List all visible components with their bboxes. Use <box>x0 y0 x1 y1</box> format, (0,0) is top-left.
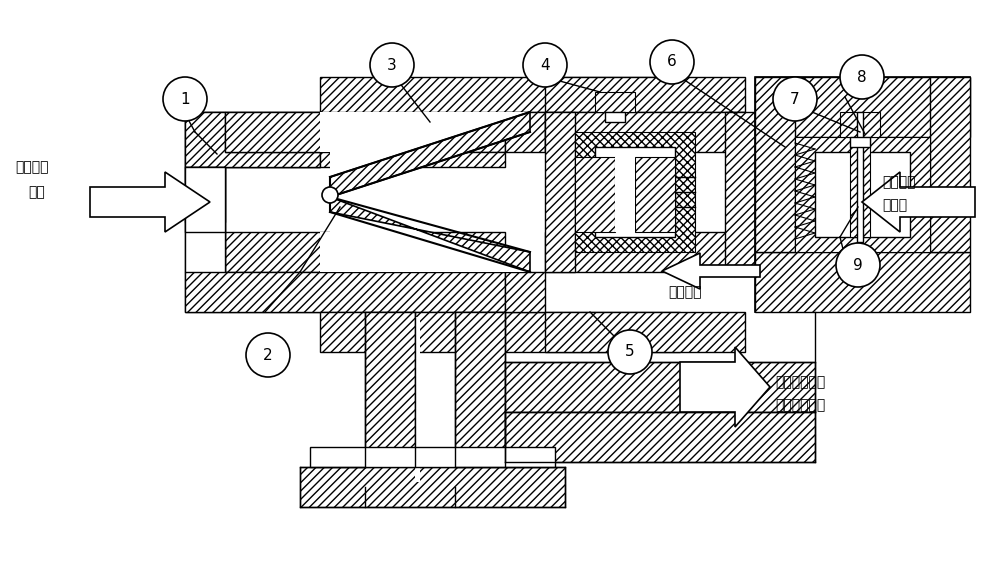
Text: 7: 7 <box>790 91 800 107</box>
Circle shape <box>840 55 884 99</box>
Polygon shape <box>545 112 575 272</box>
Text: 吹除气源: 吹除气源 <box>15 160 48 174</box>
Polygon shape <box>850 122 870 237</box>
Polygon shape <box>795 137 930 252</box>
Circle shape <box>650 40 694 84</box>
Circle shape <box>322 187 338 203</box>
Polygon shape <box>615 157 635 232</box>
Polygon shape <box>545 77 745 112</box>
Polygon shape <box>505 412 815 462</box>
Polygon shape <box>505 272 545 312</box>
Polygon shape <box>320 152 505 167</box>
Polygon shape <box>330 197 530 272</box>
Polygon shape <box>862 172 975 232</box>
Text: 舏压力: 舏压力 <box>882 198 907 212</box>
Text: 5: 5 <box>625 345 635 359</box>
Polygon shape <box>320 212 530 272</box>
Polygon shape <box>755 77 970 312</box>
Polygon shape <box>755 77 970 137</box>
Text: 至主压载水舏: 至主压载水舏 <box>775 398 825 412</box>
Polygon shape <box>505 362 815 412</box>
Text: 操纵气源: 操纵气源 <box>668 285 702 299</box>
Polygon shape <box>755 252 970 312</box>
Polygon shape <box>857 112 863 242</box>
Polygon shape <box>595 147 675 237</box>
Text: 1: 1 <box>180 91 190 107</box>
Polygon shape <box>575 157 615 232</box>
Polygon shape <box>662 253 760 289</box>
Polygon shape <box>575 132 695 252</box>
Polygon shape <box>455 312 505 487</box>
Polygon shape <box>755 77 795 252</box>
Polygon shape <box>725 112 755 272</box>
Circle shape <box>370 43 414 87</box>
Polygon shape <box>680 347 770 427</box>
Polygon shape <box>840 112 880 137</box>
Polygon shape <box>850 137 870 147</box>
Polygon shape <box>365 312 415 487</box>
Polygon shape <box>225 112 320 167</box>
Polygon shape <box>320 312 680 352</box>
Polygon shape <box>185 167 225 232</box>
Polygon shape <box>185 112 320 167</box>
Text: 入口: 入口 <box>28 185 45 199</box>
Polygon shape <box>545 312 745 352</box>
Polygon shape <box>225 232 505 272</box>
Polygon shape <box>595 92 635 112</box>
Text: 主压载水: 主压载水 <box>882 175 916 189</box>
Circle shape <box>836 243 880 287</box>
Polygon shape <box>185 232 505 312</box>
Polygon shape <box>320 112 505 152</box>
Polygon shape <box>320 167 505 272</box>
Polygon shape <box>635 157 675 232</box>
Text: 3: 3 <box>387 57 397 73</box>
Circle shape <box>608 330 652 374</box>
Polygon shape <box>185 167 225 232</box>
Circle shape <box>246 333 290 377</box>
Polygon shape <box>545 232 745 272</box>
Text: 8: 8 <box>857 70 867 84</box>
Polygon shape <box>90 172 210 232</box>
Text: 2: 2 <box>263 348 273 362</box>
Circle shape <box>523 43 567 87</box>
Circle shape <box>163 77 207 121</box>
Polygon shape <box>505 362 815 412</box>
Polygon shape <box>815 152 910 237</box>
Polygon shape <box>185 272 505 312</box>
Polygon shape <box>310 447 555 467</box>
Polygon shape <box>185 167 225 272</box>
Polygon shape <box>545 112 745 152</box>
Polygon shape <box>320 77 680 112</box>
Polygon shape <box>375 317 455 482</box>
Polygon shape <box>320 112 530 177</box>
Polygon shape <box>300 467 565 507</box>
Polygon shape <box>505 112 545 152</box>
Polygon shape <box>185 112 225 222</box>
Polygon shape <box>515 372 805 402</box>
Polygon shape <box>225 112 505 152</box>
Polygon shape <box>930 77 970 252</box>
Text: 4: 4 <box>540 57 550 73</box>
Text: 9: 9 <box>853 257 863 273</box>
Text: 6: 6 <box>667 54 677 70</box>
Circle shape <box>773 77 817 121</box>
Text: 压缩空气出口: 压缩空气出口 <box>775 375 825 389</box>
Polygon shape <box>320 152 505 272</box>
Polygon shape <box>330 112 530 197</box>
Polygon shape <box>185 112 320 167</box>
Polygon shape <box>605 112 625 122</box>
Polygon shape <box>415 317 420 482</box>
Polygon shape <box>225 167 545 232</box>
